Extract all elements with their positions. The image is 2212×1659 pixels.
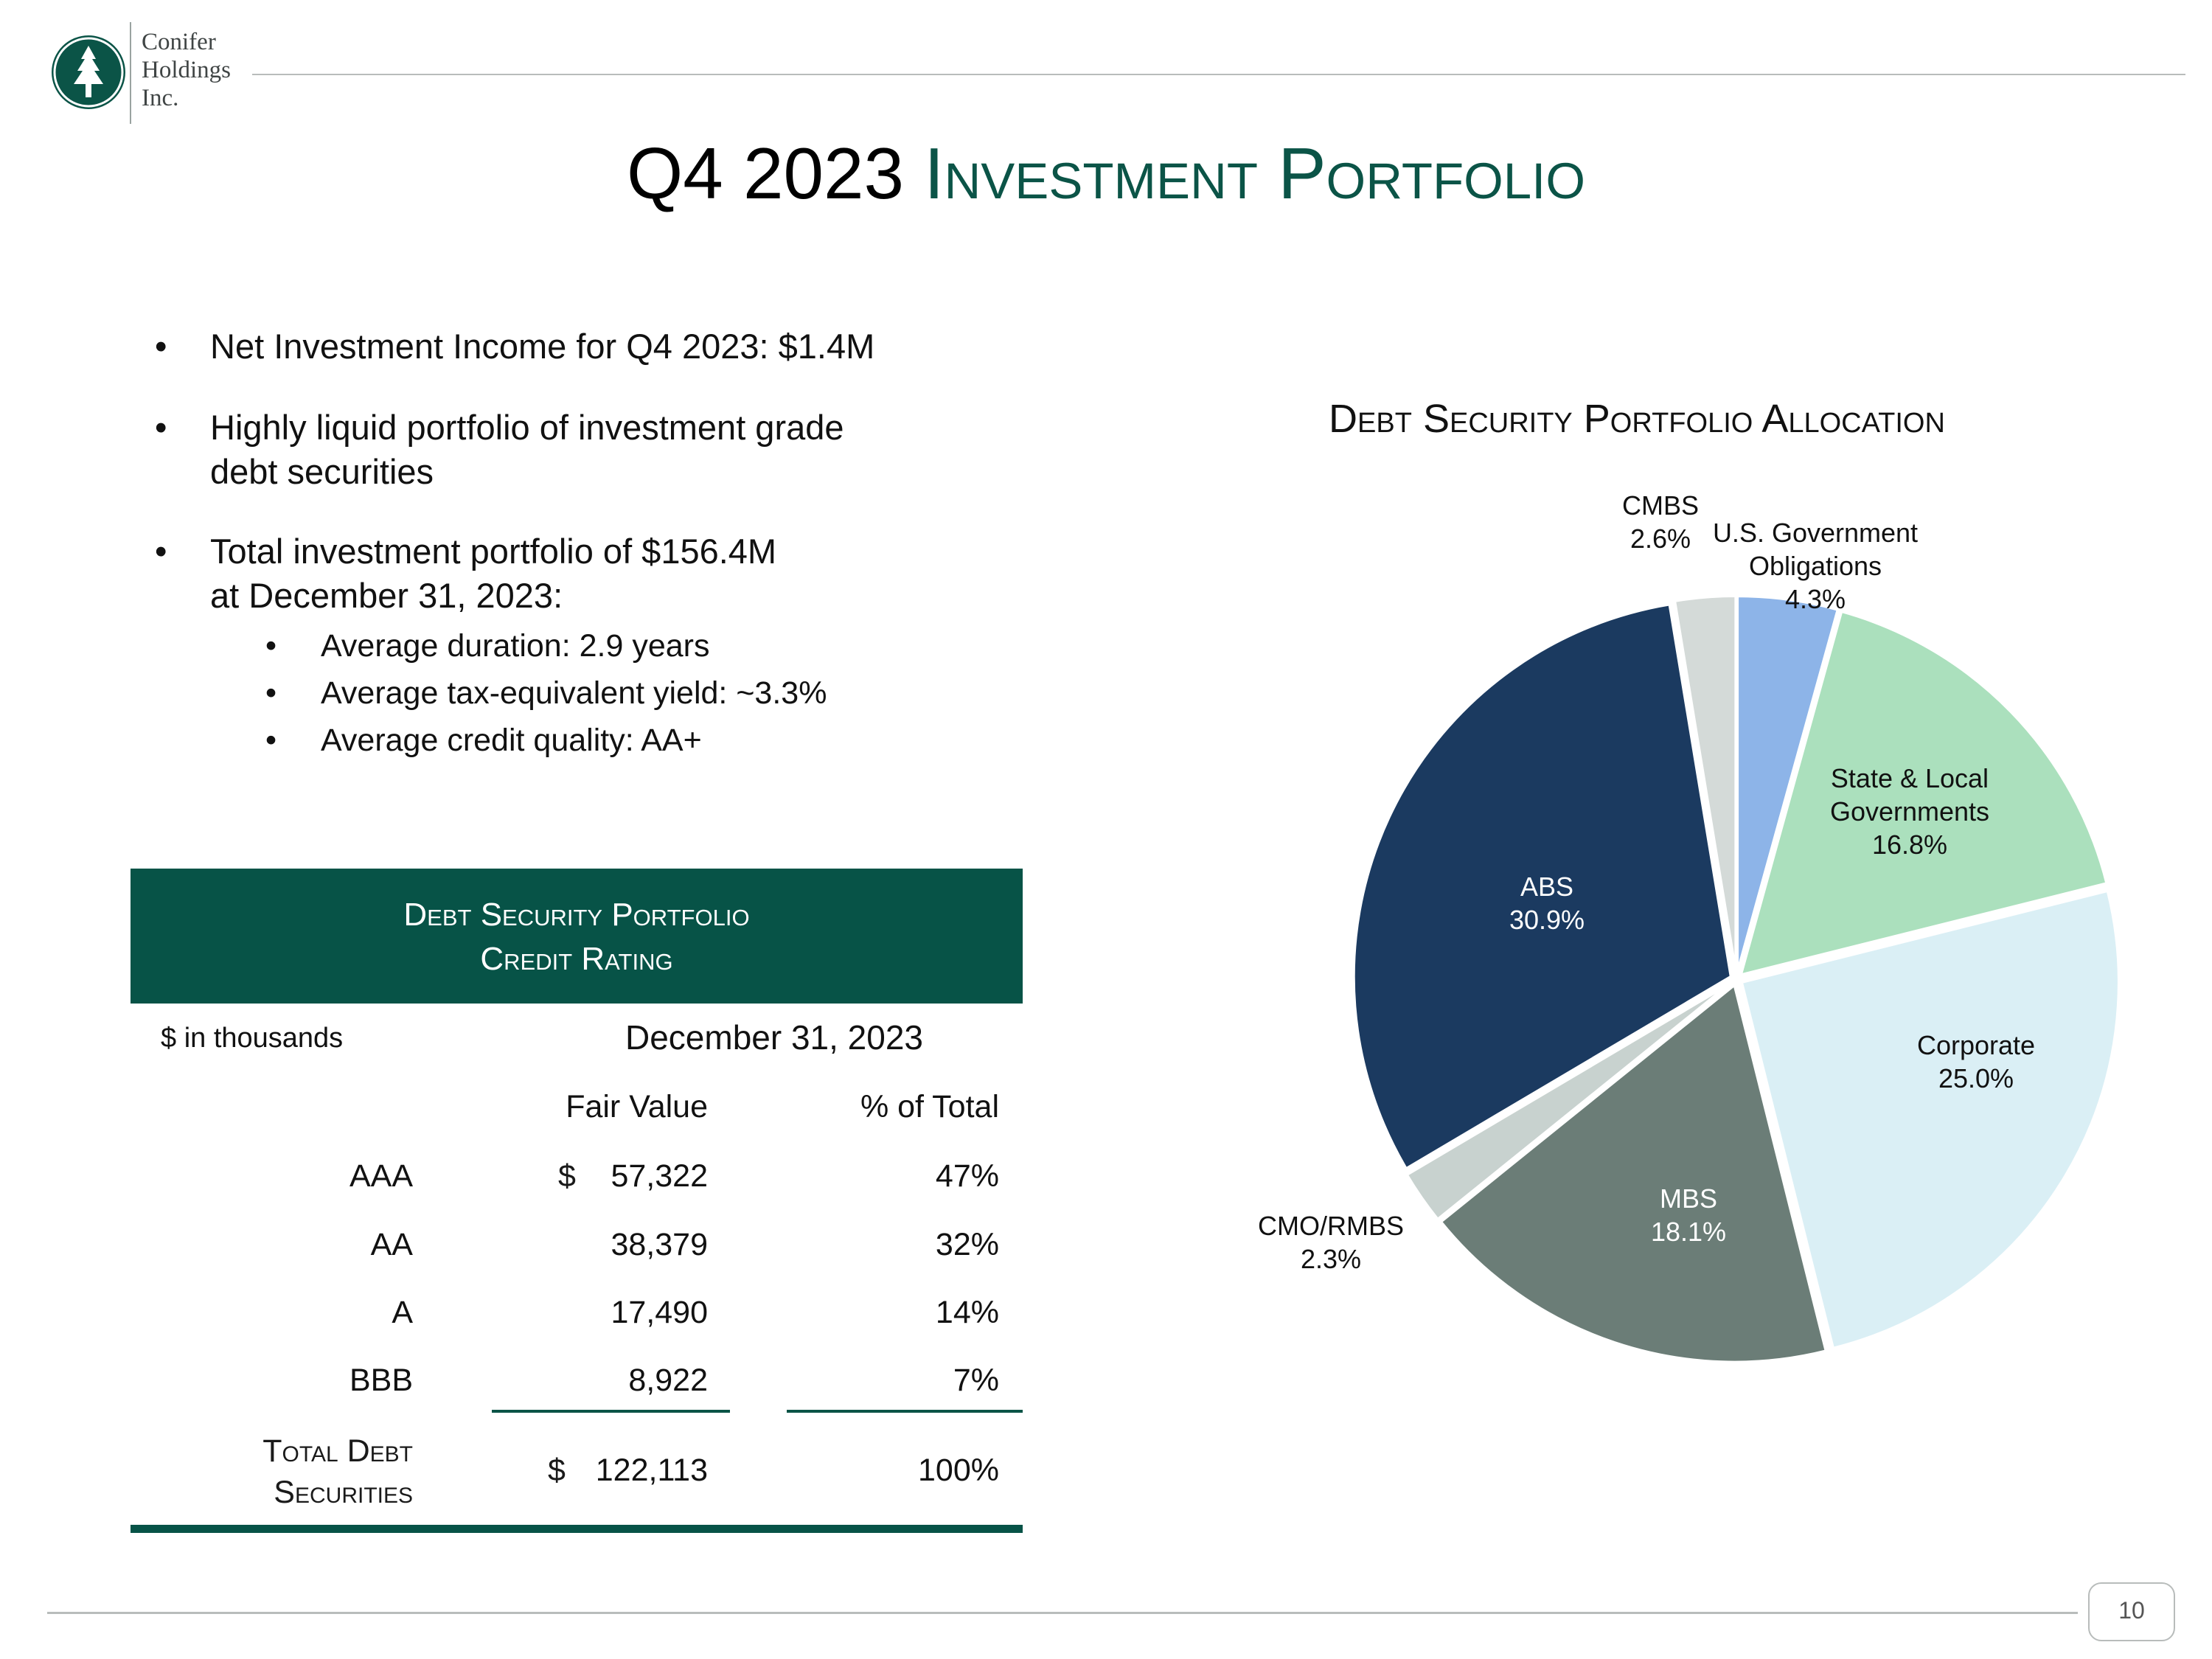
pie-label-cmo-rmbs: CMO/RMBS 2.3% bbox=[1258, 1211, 1404, 1274]
company-name: Conifer Holdings Inc. bbox=[142, 28, 231, 112]
table-row-pct: 32% bbox=[935, 1227, 999, 1262]
bullet-text: at December 31, 2023: bbox=[210, 576, 563, 615]
total-currency: $ bbox=[548, 1453, 566, 1488]
page-number: 10 bbox=[2118, 1597, 2145, 1624]
table-header-line1: Debt Security Portfolio bbox=[403, 897, 750, 933]
table-row-fair-value: 38,379 bbox=[611, 1227, 708, 1262]
bullet-text: Highly liquid portfolio of investment gr… bbox=[210, 408, 844, 447]
total-debt-label: Total Debt Securities bbox=[192, 1430, 413, 1513]
pie-slice-corporate bbox=[1739, 888, 2121, 1351]
company-name-line2: Holdings bbox=[142, 57, 232, 83]
pie-slice-cmbs bbox=[1672, 594, 1738, 974]
bullet-text: Total investment portfolio of $156.4M bbox=[210, 532, 777, 571]
table-bottom-rule bbox=[131, 1525, 1023, 1533]
table-row-fair-value: 57,322 bbox=[611, 1158, 708, 1194]
pie-label-mbs: MBS 18.1% bbox=[1651, 1183, 1726, 1247]
company-logo-icon bbox=[52, 35, 125, 109]
table-units: $ in thousands bbox=[161, 1023, 344, 1054]
sub-bullet-text: Average credit quality: AA+ bbox=[321, 723, 702, 758]
slide-title-period: Q4 2023 bbox=[627, 133, 904, 214]
company-name-line1: Conifer bbox=[142, 29, 216, 55]
table-row-pct: 7% bbox=[953, 1363, 999, 1398]
table-date: December 31, 2023 bbox=[625, 1018, 924, 1057]
table-row-rating: AAA bbox=[349, 1158, 413, 1194]
column-header-pct-total: % of Total bbox=[860, 1089, 999, 1124]
pie-label-state-local-governments: State & Local Governments 16.8% bbox=[1830, 763, 1989, 860]
company-name-line3: Inc. bbox=[142, 85, 179, 111]
subtotal-rule-fair-value bbox=[492, 1410, 730, 1413]
table-row-rating: AA bbox=[370, 1227, 413, 1262]
table-row-pct: 14% bbox=[935, 1295, 999, 1330]
pie-label-u-s-government-obligations: U.S. Government Obligations 4.3% bbox=[1713, 518, 1918, 614]
footer-rule bbox=[47, 1612, 2078, 1614]
sub-bullet-dot: • bbox=[265, 628, 277, 664]
pie-slice-abs bbox=[1352, 602, 1733, 1171]
table-header-line2: Credit Rating bbox=[480, 941, 673, 977]
total-label-line1: Total Debt bbox=[262, 1433, 413, 1469]
sub-bullet-dot: • bbox=[265, 675, 277, 711]
sub-bullet-text: Average tax-equivalent yield: ~3.3% bbox=[321, 675, 827, 711]
table-row-pct: 47% bbox=[935, 1158, 999, 1194]
bullet-dot: • bbox=[155, 327, 167, 366]
sub-bullet-dot: • bbox=[265, 723, 277, 758]
pie-label-cmbs: CMBS 2.6% bbox=[1622, 490, 1699, 554]
bullet-dot: • bbox=[155, 408, 167, 447]
pie-slice-cmo-rmbs bbox=[1404, 981, 1733, 1222]
table-row-currency: $ bbox=[558, 1158, 576, 1194]
page-number-box bbox=[2088, 1582, 2175, 1641]
pie-label-corporate: Corporate 25.0% bbox=[1917, 1030, 2035, 1093]
slide-title-subject: Investment Portfolio bbox=[924, 133, 1585, 214]
table-row-rating: A bbox=[392, 1295, 413, 1330]
credit-rating-table-header: Debt Security Portfolio Credit Rating bbox=[131, 869, 1023, 1004]
bullet-text: Net Investment Income for Q4 2023: $1.4M bbox=[210, 327, 875, 366]
slide-title: Q4 2023 Investment Portfolio bbox=[0, 125, 2212, 221]
total-pct: 100% bbox=[918, 1453, 999, 1488]
table-row-fair-value: 17,490 bbox=[611, 1295, 708, 1330]
bullet-text: debt securities bbox=[210, 452, 434, 491]
logo-divider bbox=[130, 22, 131, 124]
pie-label-abs: ABS 30.9% bbox=[1509, 872, 1585, 935]
table-row-fair-value: 8,922 bbox=[628, 1363, 708, 1398]
chart-title: Debt Security Portfolio Allocation bbox=[1329, 397, 1945, 441]
header-rule bbox=[252, 74, 2185, 75]
column-header-fair-value: Fair Value bbox=[566, 1089, 708, 1124]
subtotal-rule-pct bbox=[787, 1410, 1023, 1413]
pie-slice-mbs bbox=[1439, 982, 1829, 1364]
total-fair-value: 122,113 bbox=[595, 1453, 708, 1488]
table-row-rating: BBB bbox=[349, 1363, 413, 1398]
sub-bullet-text: Average duration: 2.9 years bbox=[321, 628, 710, 664]
total-label-line2: Securities bbox=[274, 1475, 413, 1510]
pie-slice-state-local-governments bbox=[1738, 609, 2109, 978]
bullet-dot: • bbox=[155, 532, 167, 571]
